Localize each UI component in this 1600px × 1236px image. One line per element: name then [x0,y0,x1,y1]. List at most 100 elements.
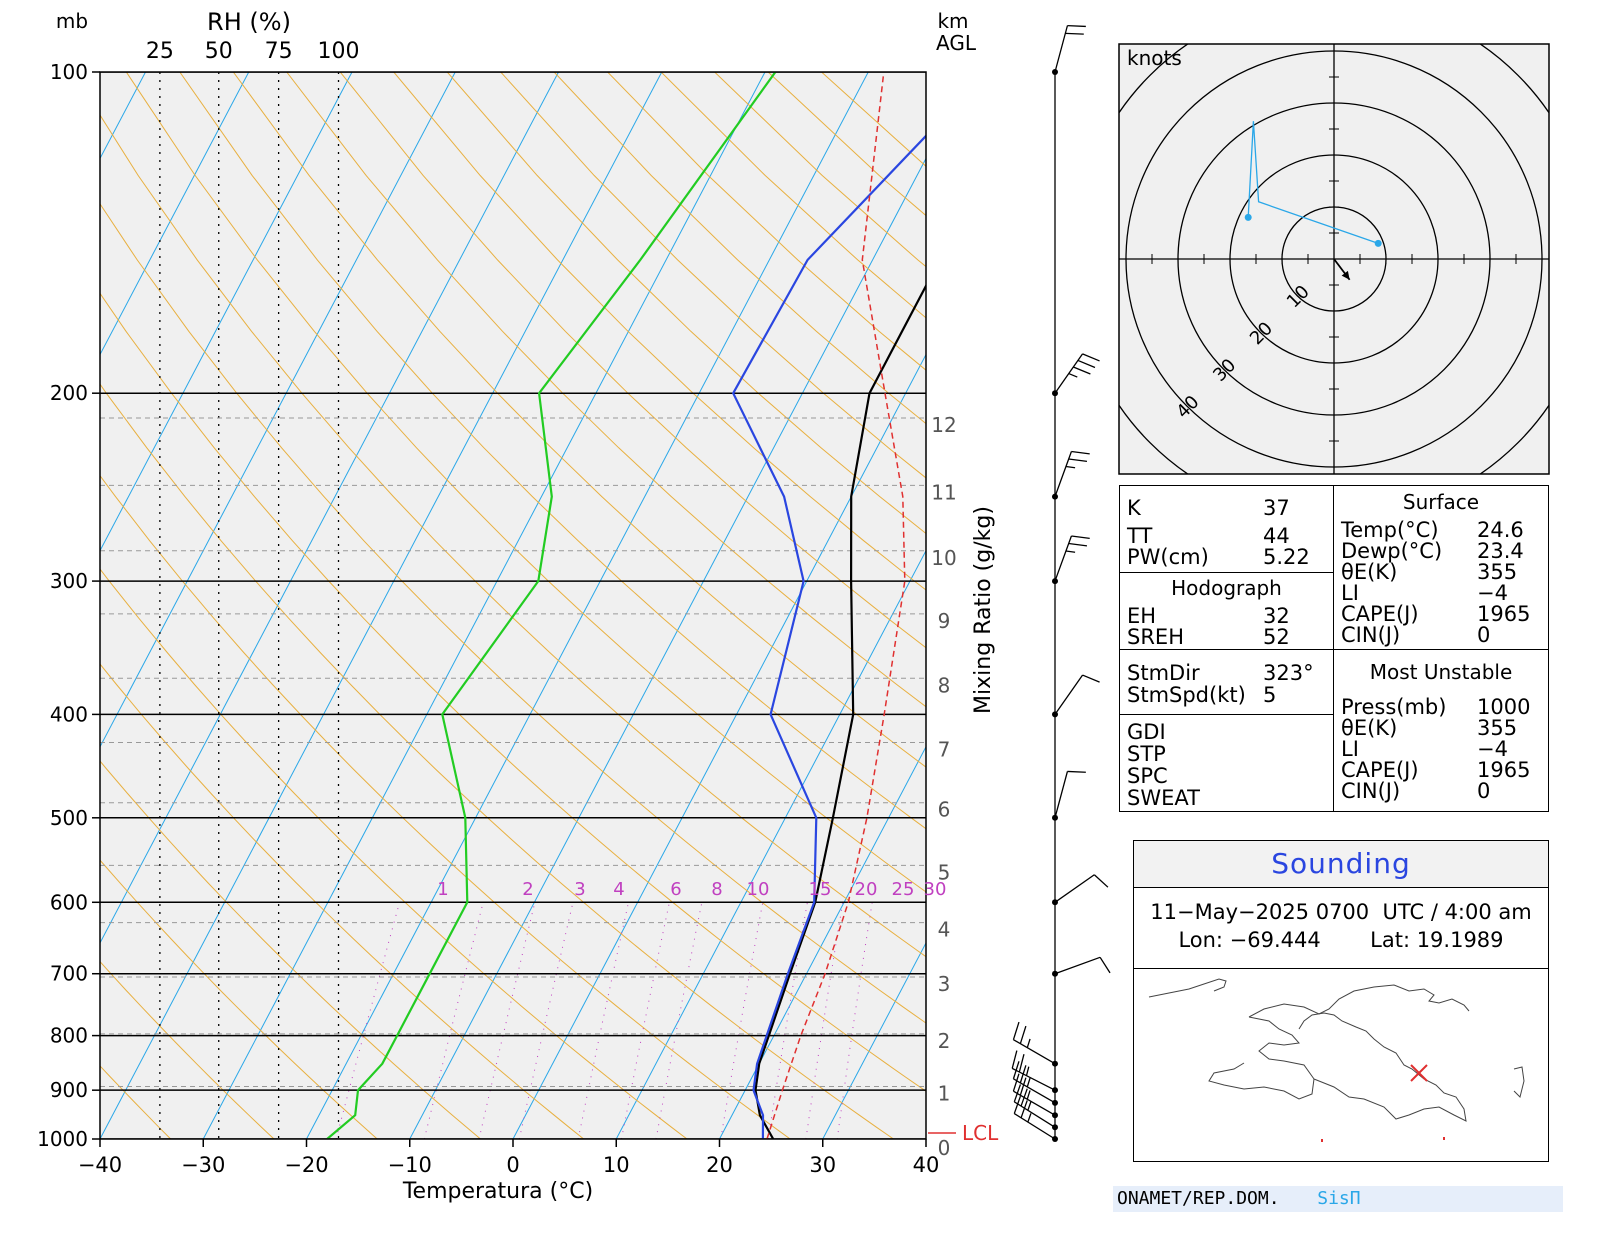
wind-level-dot [1052,1136,1058,1142]
height-tick-label: 6 [938,798,951,822]
wind-barb-feather [1019,1077,1027,1096]
wind-level-dot [1052,1060,1058,1067]
surface-dewp-value: 23.4 [1477,539,1524,563]
surface-temp-label: Temp(°C) [1341,518,1439,542]
wind-barb-staff [1054,956,1101,975]
height-tick-label: 9 [938,609,951,633]
mu-li-value: −4 [1477,737,1508,761]
sreh-label: SREH [1127,625,1184,649]
temperature-tick-label: −30 [181,1153,225,1177]
indices-panel: K 37 TT 44 PW(cm) 5.22 Hodograph EH 32 S… [1119,485,1549,812]
stmdir-value: 323° [1263,661,1314,685]
wind-barb-feather [1011,1050,1018,1069]
mixing-ratio-tick-label: 15 [809,879,832,900]
isotherm-line [615,549,926,1139]
surface-thetae-value: 355 [1477,560,1518,584]
pressure-tick-label: 300 [50,569,88,593]
wind-level-dot [1052,390,1058,397]
wind-level-dot [1052,970,1058,977]
mixing-ratio-tick-label: 6 [670,879,681,900]
surface-cape-value: 1965 [1477,602,1531,626]
pressure-tick-label: 500 [50,806,88,830]
height-tick-label: 10 [931,546,956,570]
wind-level-dot [1052,1112,1058,1119]
pressure-tick-label: 200 [50,381,88,405]
wind-barb-feather [1099,956,1111,974]
rh-curve [326,72,777,1139]
wind-barb-feather [1073,366,1091,375]
wind-barb-feather [1077,359,1096,369]
surface-cape-label: CAPE(J) [1341,602,1419,626]
stmdir-label: StmDir [1127,661,1200,685]
station-marker [1410,1064,1428,1082]
wind-barb-feather [1020,1100,1028,1119]
isotherm-line [822,941,926,1139]
k-label: K [1127,496,1141,520]
rh-axis-label: RH (%) [207,8,291,36]
height-tick-label: 4 [938,918,951,942]
wind-barb-feather [1065,32,1084,35]
dewpoint-curve [731,134,926,1139]
isotherm-line [306,72,869,1139]
height-tick-label: 11 [931,480,956,504]
mixing-ratio-axis-label: Mixing Ratio (g/kg) [971,506,996,714]
dry-adiabat-line [100,383,894,1139]
wind-level-dot [1052,578,1058,585]
isotherm-line [100,72,250,356]
wind-barb-feather [1082,674,1100,683]
isotherm-line [100,72,353,552]
dry-adiabat-line [100,568,688,1139]
wind-barb-staff [1054,535,1073,582]
isotherm-line [202,72,766,1139]
pressure-tick-label: 400 [50,702,88,726]
location-map [1148,978,1525,1142]
k-value: 37 [1263,496,1290,520]
wind-level-dot [1052,1124,1058,1131]
mu-li-label: LI [1341,737,1359,761]
dry-adiabat-line [339,72,926,649]
temperature-tick-label: 30 [809,1153,836,1177]
footer-brand: SisΠ [1317,1188,1361,1209]
agl-axis-label: AGL [936,31,977,55]
gdi-label: GDI [1127,720,1166,744]
pressure-axis-label: mb [56,9,88,33]
height-tick-label: 3 [938,972,951,996]
wind-barb-feather [1093,874,1109,888]
pw-value: 5.22 [1263,545,1310,569]
wind-barb-feather [1067,24,1086,28]
dry-adiabat-line [100,292,926,1092]
dry-adiabat-line [100,960,275,1139]
wind-barb-feather [1071,450,1090,455]
wind-barb-staff [1013,1090,1056,1116]
surface-dewp-label: Dewp(°C) [1341,539,1443,563]
mixing-ratio-tick-label: 30 [924,879,947,900]
pw-label: PW(cm) [1127,545,1209,569]
eh-label: EH [1127,604,1157,628]
map-hispaniola [1208,1012,1467,1122]
wind-barb-half-feather [1027,1113,1032,1123]
footer: ONAMET/REP.DOM. SisΠ [1113,1186,1563,1212]
footer-org: ONAMET/REP.DOM. [1117,1188,1280,1209]
dry-adiabat-line [232,72,926,768]
wind-barb-feather [1013,1095,1022,1114]
surface-li-value: −4 [1477,581,1508,605]
mixing-ratio-tick-label: 4 [613,879,624,900]
dry-adiabat-line [100,760,481,1139]
surface-cin-value: 0 [1477,623,1491,647]
height-tick-label: 8 [938,673,951,697]
height-tick-label: 2 [938,1029,951,1053]
tt-label: TT [1127,524,1153,548]
surface-temp-value: 24.6 [1477,518,1524,542]
hodograph-title: Hodograph [1171,576,1282,600]
height-tick-label: 5 [938,860,951,884]
mixing-ratio-line [836,902,873,1139]
wind-barb-half-feather [1026,1077,1031,1088]
dry-adiabat-line [100,114,926,958]
wind-barb-feather [1082,353,1100,362]
sweat-label: SWEAT [1127,786,1200,810]
mu-cin-value: 0 [1477,779,1491,803]
mu-thetae-value: 355 [1477,716,1518,740]
height-tick-label: 12 [931,413,956,437]
wind-barb-staff [1054,771,1069,818]
mixing-ratio-tick-label: 10 [747,879,770,900]
